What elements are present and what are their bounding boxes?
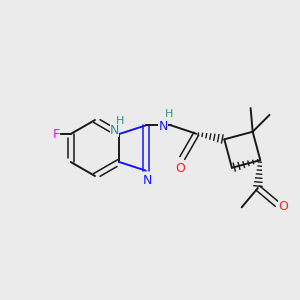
Text: F: F: [53, 128, 60, 140]
Text: H: H: [116, 116, 124, 126]
Text: O: O: [278, 200, 288, 213]
Text: N: N: [110, 124, 119, 136]
Text: H: H: [165, 109, 173, 119]
Text: N: N: [158, 120, 168, 133]
Text: O: O: [175, 163, 185, 176]
Text: N: N: [143, 174, 153, 187]
